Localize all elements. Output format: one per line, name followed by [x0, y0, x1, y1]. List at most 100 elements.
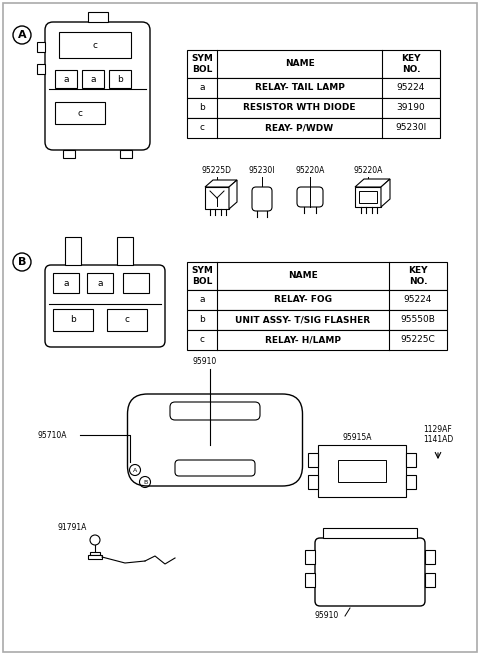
Text: 95224: 95224	[397, 83, 425, 92]
Bar	[406, 453, 416, 467]
Bar	[107, 309, 147, 331]
Text: c: c	[124, 316, 130, 324]
Bar	[187, 330, 447, 350]
Text: 95230I: 95230I	[396, 124, 427, 132]
Bar	[187, 262, 447, 290]
Text: NAME: NAME	[288, 272, 318, 280]
Bar	[338, 460, 386, 482]
FancyBboxPatch shape	[297, 187, 323, 207]
Text: RESISTOR WTH DIODE: RESISTOR WTH DIODE	[243, 103, 356, 113]
FancyBboxPatch shape	[252, 187, 272, 211]
Text: a: a	[90, 75, 96, 83]
Polygon shape	[355, 179, 390, 187]
Bar	[65, 237, 81, 265]
Text: 95910: 95910	[315, 612, 339, 620]
FancyBboxPatch shape	[128, 394, 302, 486]
FancyBboxPatch shape	[175, 460, 255, 476]
Bar	[359, 191, 377, 203]
FancyBboxPatch shape	[315, 538, 425, 606]
Text: 95220A: 95220A	[295, 166, 324, 175]
Text: 95550B: 95550B	[401, 316, 435, 324]
FancyBboxPatch shape	[45, 22, 150, 150]
Text: 95910: 95910	[193, 357, 217, 366]
Text: 95220A: 95220A	[353, 166, 383, 175]
Text: 95230I: 95230I	[249, 166, 275, 175]
Bar	[425, 550, 435, 564]
Text: 95915A: 95915A	[342, 432, 372, 441]
Text: 95224: 95224	[404, 295, 432, 305]
Bar	[187, 50, 440, 78]
FancyBboxPatch shape	[45, 265, 165, 347]
Bar	[120, 150, 132, 158]
Text: RELAY- TAIL LAMP: RELAY- TAIL LAMP	[254, 83, 345, 92]
Text: RELAY- H/LAMP: RELAY- H/LAMP	[265, 335, 341, 345]
Bar	[87, 273, 113, 293]
Text: SYM
BOL: SYM BOL	[191, 54, 213, 74]
Text: c: c	[200, 335, 204, 345]
Text: a: a	[63, 278, 69, 288]
Bar	[109, 70, 131, 88]
Text: RELAY- FOG: RELAY- FOG	[274, 295, 332, 305]
Text: 1129AF: 1129AF	[424, 426, 452, 434]
Bar	[323, 528, 417, 538]
Text: a: a	[199, 83, 205, 92]
Text: 95225D: 95225D	[202, 166, 232, 175]
Bar	[308, 453, 318, 467]
Text: c: c	[200, 124, 204, 132]
Text: b: b	[199, 316, 205, 324]
Bar	[63, 150, 75, 158]
Bar	[55, 70, 77, 88]
Text: c: c	[93, 41, 97, 50]
Polygon shape	[205, 180, 237, 187]
Text: 1141AD: 1141AD	[423, 436, 453, 445]
Bar	[308, 475, 318, 489]
Bar	[305, 573, 315, 587]
Bar	[117, 237, 133, 265]
Polygon shape	[229, 180, 237, 209]
Text: KEY
NO.: KEY NO.	[408, 267, 428, 286]
Text: 39190: 39190	[396, 103, 425, 113]
Text: a: a	[97, 278, 103, 288]
FancyBboxPatch shape	[170, 402, 260, 420]
Bar	[59, 32, 131, 58]
Bar	[187, 78, 440, 98]
Text: 91791A: 91791A	[57, 523, 87, 533]
Bar	[406, 475, 416, 489]
Text: b: b	[70, 316, 76, 324]
Bar	[187, 290, 447, 310]
Text: 95225C: 95225C	[401, 335, 435, 345]
Bar	[355, 187, 381, 207]
Text: b: b	[199, 103, 205, 113]
Bar	[37, 42, 45, 52]
Bar	[55, 102, 105, 124]
Bar	[88, 555, 102, 559]
Bar	[87, 12, 108, 22]
Text: B: B	[143, 479, 147, 485]
Bar	[53, 273, 79, 293]
Text: a: a	[63, 75, 69, 83]
Bar	[90, 552, 100, 555]
Text: NAME: NAME	[285, 60, 314, 69]
Bar	[53, 309, 93, 331]
Bar	[37, 64, 45, 74]
Text: UNIT ASSY- T/SIG FLASHER: UNIT ASSY- T/SIG FLASHER	[235, 316, 371, 324]
Bar	[187, 310, 447, 330]
Bar	[305, 550, 315, 564]
Bar	[425, 573, 435, 587]
Text: a: a	[199, 295, 205, 305]
Bar	[187, 118, 440, 138]
Text: SYM
BOL: SYM BOL	[191, 267, 213, 286]
Text: B: B	[18, 257, 26, 267]
Bar	[318, 445, 406, 497]
Bar	[82, 70, 104, 88]
Bar	[205, 187, 229, 209]
Bar	[187, 98, 440, 118]
Text: c: c	[77, 109, 83, 117]
Text: 95710A: 95710A	[37, 430, 67, 440]
Text: KEY
NO.: KEY NO.	[401, 54, 421, 74]
Polygon shape	[381, 179, 390, 207]
Text: A: A	[133, 468, 137, 472]
Text: b: b	[117, 75, 123, 83]
Bar	[123, 273, 149, 293]
Text: REAY- P/WDW: REAY- P/WDW	[265, 124, 334, 132]
